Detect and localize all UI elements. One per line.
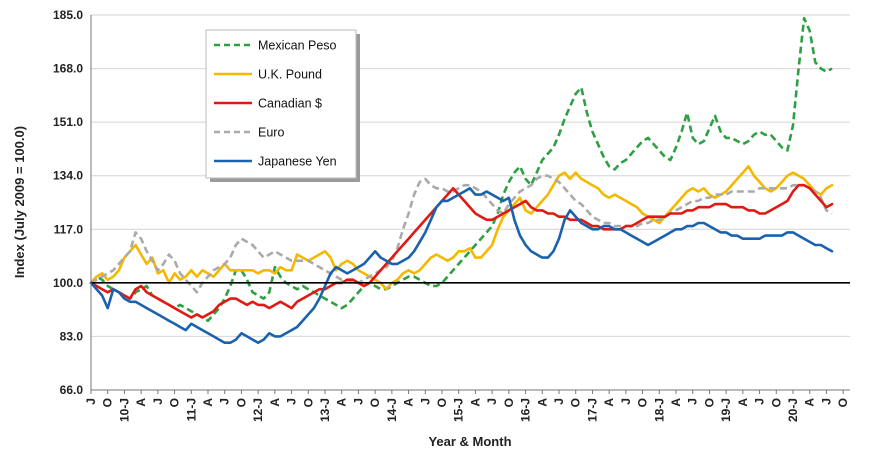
legend-label: Japanese Yen bbox=[258, 155, 337, 169]
series-line-canadian bbox=[89, 183, 834, 319]
x-tick-label: O bbox=[636, 398, 650, 407]
y-tick-label: 117.0 bbox=[54, 222, 84, 236]
x-tick-label: 16-J bbox=[519, 398, 533, 422]
y-tick-label: 83.0 bbox=[60, 329, 84, 343]
x-tick-label: O bbox=[234, 398, 248, 407]
series-line-u-k-pound bbox=[89, 165, 834, 291]
series-lines bbox=[89, 16, 834, 345]
x-tick-label: J bbox=[686, 398, 700, 405]
x-tick-label: A bbox=[535, 398, 549, 407]
x-axis-title: Year & Month bbox=[428, 434, 511, 449]
x-tick-label: 18-J bbox=[652, 398, 666, 422]
legend-label: Mexican Peso bbox=[258, 39, 337, 53]
x-tick-label: O bbox=[301, 398, 315, 407]
x-tick-label: 11-J bbox=[184, 398, 198, 421]
y-tick-label: 185.0 bbox=[53, 8, 83, 22]
x-tick-label: 19-J bbox=[719, 398, 733, 422]
x-tick-label: A bbox=[134, 398, 148, 407]
x-tick-label: J bbox=[819, 398, 833, 405]
x-tick-label: A bbox=[736, 398, 750, 407]
y-tick-label: 134.0 bbox=[53, 169, 83, 183]
legend-label: Canadian $ bbox=[258, 97, 322, 111]
x-tick-label: J bbox=[619, 398, 633, 405]
y-tick-label: 100.0 bbox=[53, 276, 83, 290]
legend: Mexican Peso U.K. Pound Canadian $ Euro Japa… bbox=[205, 29, 360, 182]
legend-label: Euro bbox=[258, 126, 284, 140]
x-tick-label: J bbox=[151, 398, 165, 405]
x-tick-label: 20-J bbox=[786, 398, 800, 422]
x-tick-label: J bbox=[485, 398, 499, 405]
x-tick-label: A bbox=[468, 398, 482, 407]
legend-items: Mexican Peso U.K. Pound Canadian $ Euro Japa… bbox=[214, 39, 337, 169]
x-tick-label: A bbox=[669, 398, 683, 407]
x-tick-label: A bbox=[803, 398, 817, 407]
series-line-euro bbox=[90, 174, 833, 294]
x-tick-label: O bbox=[435, 398, 449, 407]
axis-ticks bbox=[90, 390, 844, 394]
x-tick-label: A bbox=[602, 398, 616, 407]
x-tick-label: A bbox=[402, 398, 416, 407]
x-tick-label: O bbox=[769, 398, 783, 407]
x-tick-label: J bbox=[418, 398, 432, 405]
y-tick-labels: 185.0 168.0 151.0 134.0 117.0 100.0 83.0 66.0 bbox=[53, 8, 83, 397]
x-tick-label: J bbox=[285, 398, 299, 405]
x-tick-label: 17-J bbox=[585, 398, 599, 422]
x-tick-label: O bbox=[502, 398, 516, 407]
x-tick-label: J bbox=[552, 398, 566, 405]
x-tick-label: O bbox=[368, 398, 382, 407]
y-tick-label: 151.0 bbox=[53, 115, 83, 129]
x-tick-label: O bbox=[836, 398, 850, 407]
x-tick-label: A bbox=[268, 398, 282, 407]
x-tick-label: 10-J bbox=[117, 398, 131, 422]
x-tick-label: J bbox=[351, 398, 365, 405]
x-tick-label: O bbox=[101, 398, 115, 407]
x-tick-label: O bbox=[702, 398, 716, 407]
legend-label: U.K. Pound bbox=[258, 68, 322, 82]
series-line-japanese-yen bbox=[89, 187, 834, 345]
series-line-mexican-peso bbox=[90, 16, 833, 323]
x-tick-label: A bbox=[335, 398, 349, 407]
x-tick-label: 14-J bbox=[385, 398, 399, 422]
gridlines bbox=[91, 14, 850, 391]
x-tick-label: O bbox=[569, 398, 583, 407]
x-tick-label: 13-J bbox=[318, 398, 332, 422]
x-tick-label: A bbox=[201, 398, 215, 407]
x-tick-label: J bbox=[753, 398, 767, 405]
x-tick-label: O bbox=[168, 398, 182, 407]
x-tick-label: J bbox=[84, 398, 98, 405]
x-tick-label: J bbox=[218, 398, 232, 405]
x-tick-label: 12-J bbox=[251, 398, 265, 422]
x-tick-label: 15-J bbox=[452, 398, 466, 422]
x-tick-labels: J O 10-J A J O 11-J A J O 12-J A J O 13-J A J O 14-J A J O 15-… bbox=[84, 398, 850, 422]
y-tick-label: 168.0 bbox=[53, 62, 83, 76]
y-axis-title: Index (July 2009 = 100.0) bbox=[12, 126, 27, 278]
y-tick-label: 66.0 bbox=[60, 383, 84, 397]
